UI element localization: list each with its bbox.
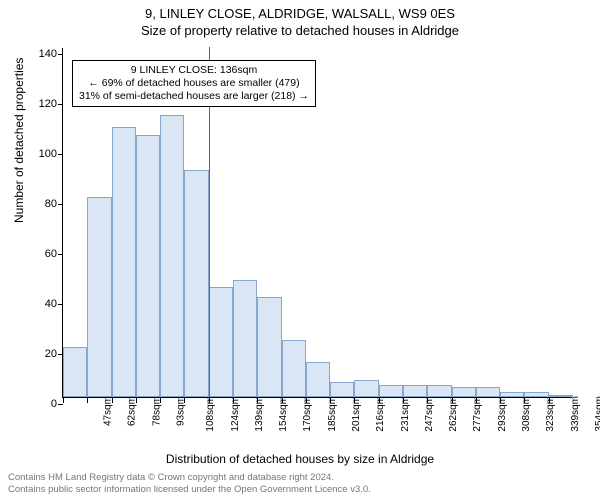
x-axis-label: Distribution of detached houses by size … xyxy=(0,452,600,466)
x-tick-label: 154sqm xyxy=(278,396,289,432)
histogram-bar xyxy=(112,127,136,397)
x-tick xyxy=(500,398,501,403)
annot-line-1: 9 LINLEY CLOSE: 136sqm xyxy=(79,64,309,77)
x-tick xyxy=(112,398,113,403)
x-tick-label: 323sqm xyxy=(545,396,556,432)
x-tick xyxy=(136,398,137,403)
histogram-bar xyxy=(500,392,524,397)
x-tick-label: 108sqm xyxy=(205,396,216,432)
histogram-bar xyxy=(184,170,208,398)
histogram-bar xyxy=(330,382,354,397)
y-tick: 40 xyxy=(25,298,57,310)
y-tick: 80 xyxy=(25,198,57,210)
x-tick xyxy=(257,398,258,403)
x-tick-label: 354sqm xyxy=(594,396,600,432)
annot-line-2: ← 69% of detached houses are smaller (47… xyxy=(79,77,309,90)
histogram-bar xyxy=(306,362,330,397)
x-tick xyxy=(427,398,428,403)
annot-line-3: 31% of semi-detached houses are larger (… xyxy=(79,90,309,103)
title-address: 9, LINLEY CLOSE, ALDRIDGE, WALSALL, WS9 … xyxy=(0,6,600,21)
y-tick: 20 xyxy=(25,348,57,360)
footer-credits: Contains HM Land Registry data © Crown c… xyxy=(8,472,371,496)
x-tick xyxy=(354,398,355,403)
histogram-bar xyxy=(524,392,548,397)
y-tick: 120 xyxy=(25,98,57,110)
y-tick: 0 xyxy=(25,398,57,410)
x-tick xyxy=(476,398,477,403)
x-tick xyxy=(233,398,234,403)
x-tick xyxy=(87,398,88,403)
x-tick xyxy=(524,398,525,403)
histogram-bar xyxy=(282,340,306,398)
histogram-bar xyxy=(427,385,451,398)
x-tick xyxy=(403,398,404,403)
x-tick-label: 170sqm xyxy=(303,396,314,432)
histogram-bar xyxy=(136,135,160,398)
x-tick xyxy=(184,398,185,403)
x-tick-label: 231sqm xyxy=(400,396,411,432)
x-tick xyxy=(330,398,331,403)
x-tick-label: 201sqm xyxy=(351,396,362,432)
histogram-bar xyxy=(209,287,233,397)
histogram-bar xyxy=(403,385,427,398)
x-tick xyxy=(160,398,161,403)
histogram-bar xyxy=(476,387,500,397)
x-tick xyxy=(452,398,453,403)
x-tick-label: 308sqm xyxy=(521,396,532,432)
annotation-box: 9 LINLEY CLOSE: 136sqm ← 69% of detached… xyxy=(72,60,316,107)
y-tick: 140 xyxy=(25,48,57,60)
y-axis-label: Number of detached properties xyxy=(12,58,26,223)
title-subtitle: Size of property relative to detached ho… xyxy=(0,23,600,38)
x-tick-label: 262sqm xyxy=(448,396,459,432)
x-tick-label: 247sqm xyxy=(424,396,435,432)
x-tick xyxy=(379,398,380,403)
histogram-bar xyxy=(160,115,184,398)
histogram-bar xyxy=(233,280,257,398)
x-tick-label: 339sqm xyxy=(570,396,581,432)
footer-line-2: Contains public sector information licen… xyxy=(8,484,371,496)
histogram-bar xyxy=(63,347,87,397)
x-tick-label: 277sqm xyxy=(473,396,484,432)
footer-line-1: Contains HM Land Registry data © Crown c… xyxy=(8,472,371,484)
y-tick: 100 xyxy=(25,148,57,160)
chart-area: 02040608010012014047sqm62sqm78sqm93sqm10… xyxy=(62,48,572,398)
x-tick xyxy=(549,398,550,403)
x-tick xyxy=(63,398,64,403)
histogram-bar xyxy=(379,385,403,398)
x-tick-label: 139sqm xyxy=(254,396,265,432)
histogram-bar xyxy=(257,297,281,397)
x-tick-label: 185sqm xyxy=(327,396,338,432)
x-tick xyxy=(209,398,210,403)
histogram-bar xyxy=(452,387,476,397)
x-tick xyxy=(306,398,307,403)
y-tick: 60 xyxy=(25,248,57,260)
x-tick-label: 216sqm xyxy=(375,396,386,432)
histogram-bar xyxy=(549,395,573,398)
x-tick-label: 124sqm xyxy=(230,396,241,432)
histogram-bar xyxy=(354,380,378,398)
x-tick-label: 293sqm xyxy=(497,396,508,432)
x-tick xyxy=(282,398,283,403)
histogram-bar xyxy=(87,197,111,397)
